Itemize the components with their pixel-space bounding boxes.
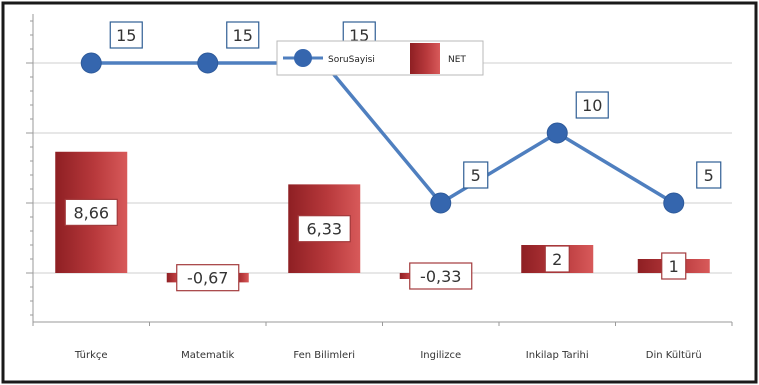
net-label-matematik: -0,67 [176,264,240,292]
soru-sayisi-point-ingilizce [430,192,452,214]
data-label-box [297,215,351,243]
data-label-box [64,198,118,226]
data-label-text: 8,66 [73,203,109,222]
legend-item-sorusayisi: SoruSayisi [283,49,375,67]
legend-label-net: NET [448,55,466,65]
soru-sayisi-point-turkce [80,52,102,74]
net-label-ingilizce: -0,33 [409,262,473,290]
data-label-box [696,161,722,189]
data-label-box [226,21,260,49]
net-label-turkce: 8,66 [64,198,118,226]
soru-sayisi-point-matematik [197,52,219,74]
data-label-text: 2 [552,250,562,269]
data-label-text: 10 [582,96,602,115]
soru-sayisi-label-turkce: 15 [109,21,143,49]
soru-sayisi-label-inkilap-tarihi: 10 [575,91,609,119]
x-tick-label-matematik: Matematik [181,350,234,361]
soru-sayisi-line [91,61,675,205]
soru-sayisi-label-ingilizce: 5 [463,161,489,189]
data-label-text: 15 [116,26,136,45]
net-label-fen-bilimleri: 6,33 [297,215,351,243]
legend-bar-swatch [410,43,440,74]
soru-sayisi-label-matematik: 15 [226,21,260,49]
data-label-box [575,91,609,119]
legend: SoruSayisi NET [276,40,484,76]
data-label-text: 15 [233,26,253,45]
legend-item-net: NET [410,43,466,74]
soru-sayisi-point-inkilap-tarihi [546,122,568,144]
data-label-text: -0,33 [420,267,461,286]
data-label-text: 5 [471,166,481,185]
legend-marker-swatch [294,49,312,67]
soru-sayisi-label-din-kulturu: 5 [696,161,722,189]
data-label-text: 5 [704,166,714,185]
soru-sayisi-point-din-kulturu [663,192,685,214]
net-label-din-kulturu: 1 [661,252,687,280]
x-tick-label-fen-bilimleri: Fen Bilimleri [293,350,355,361]
x-tick-label-turkce: Türkçe [74,350,108,361]
data-label-text: -0,67 [187,269,228,288]
data-label-box [109,21,143,49]
x-tick-label-ingilizce: Ingilizce [420,350,461,361]
x-tick-label-din-kulturu: Din Kültürü [646,350,702,361]
net-bar-matematik [166,273,181,283]
data-label-box [409,262,473,290]
x-tick-label-inkilap-tarihi: Inkilap Tarihi [526,350,589,361]
data-label-text: 15 [349,26,369,45]
data-label-box [463,161,489,189]
net-bar-matematik [234,273,249,283]
data-label-box [176,264,240,292]
net-label-inkilap-tarihi: 2 [544,245,570,273]
data-label-box [544,245,570,273]
net-bar-ingilizce [399,273,414,279]
legend-label-sorusayisi: SoruSayisi [328,55,375,65]
data-label-text: 6,33 [306,220,342,239]
data-label-text: 1 [669,257,679,276]
data-label-box [661,252,687,280]
